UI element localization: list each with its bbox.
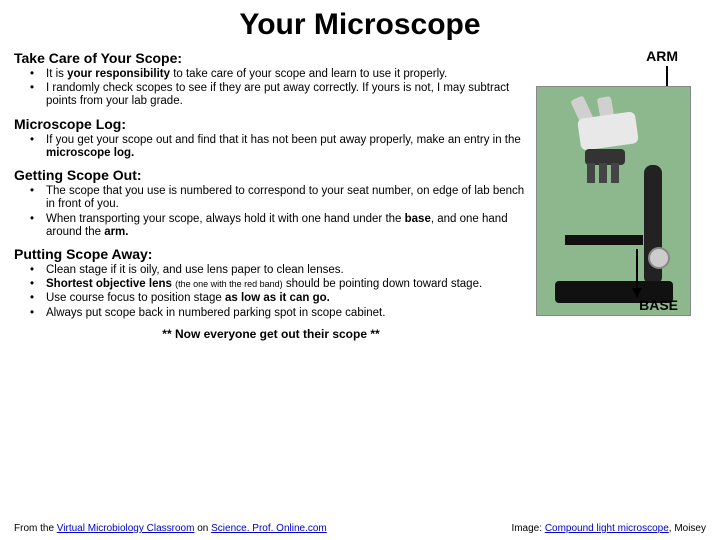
callout-text: ** Now everyone get out their scope ** — [14, 327, 528, 341]
list-item: Shortest objective lens (the one with th… — [46, 278, 528, 292]
focus-knob-icon — [648, 247, 670, 269]
footer-text: , Moisey — [669, 523, 706, 534]
away-list: Clean stage if it is oily, and use lens … — [14, 264, 528, 321]
care-list: It is your responsibility to take care o… — [14, 68, 528, 110]
scope-head-icon — [577, 111, 639, 151]
log-list: If you get your scope out and find that … — [14, 134, 528, 161]
arm-label: ARM — [646, 48, 678, 64]
list-item: Clean stage if it is oily, and use lens … — [46, 264, 528, 278]
list-item: It is your responsibility to take care o… — [46, 68, 528, 82]
list-item: If you get your scope out and find that … — [46, 134, 528, 161]
footer-link-classroom[interactable]: Virtual Microbiology Classroom — [57, 523, 195, 534]
left-column: Take Care of Your Scope: It is your resp… — [14, 48, 536, 341]
section-care-heading: Take Care of Your Scope: — [14, 50, 528, 66]
footer-text: Image: — [511, 523, 544, 534]
footer-text: From the — [14, 523, 57, 534]
list-item: I randomly check scopes to see if they a… — [46, 82, 528, 109]
list-item: The scope that you use is numbered to co… — [46, 185, 528, 212]
objective-lens-icon — [611, 163, 619, 183]
out-list: The scope that you use is numbered to co… — [14, 185, 528, 240]
list-item: Always put scope back in numbered parkin… — [46, 307, 528, 321]
footer-left: From the Virtual Microbiology Classroom … — [14, 523, 327, 534]
objective-lens-icon — [587, 163, 595, 183]
list-item: Use course focus to position stage as lo… — [46, 292, 528, 306]
footer-link-site[interactable]: Science. Prof. Online.com — [211, 523, 327, 534]
section-log-heading: Microscope Log: — [14, 116, 528, 132]
section-out-heading: Getting Scope Out: — [14, 167, 528, 183]
content-area: Take Care of Your Scope: It is your resp… — [0, 48, 720, 341]
objective-lens-icon — [599, 163, 607, 183]
list-item: When transporting your scope, always hol… — [46, 213, 528, 240]
stage-icon — [565, 235, 643, 245]
page-title: Your Microscope — [0, 0, 720, 48]
arrow-base-icon — [636, 249, 638, 289]
microscope-image — [536, 86, 691, 316]
section-away-heading: Putting Scope Away: — [14, 246, 528, 262]
base-label: BASE — [639, 297, 678, 313]
footer-right: Image: Compound light microscope, Moisey — [511, 523, 706, 534]
right-column: ARM BASE — [536, 48, 706, 341]
footer-link-image[interactable]: Compound light microscope — [545, 523, 669, 534]
footer-text: on — [194, 523, 211, 534]
